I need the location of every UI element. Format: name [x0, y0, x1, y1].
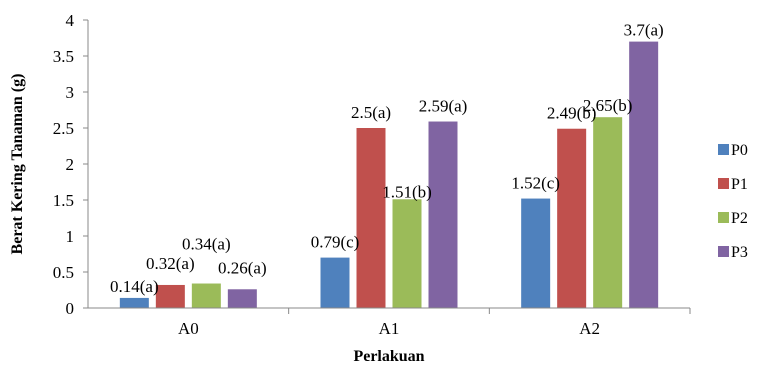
y-axis-ticks: 0 0.5 1 1.5 2 2.5 3 3.5 4 [53, 11, 88, 318]
y-axis-title: Berat Kering Tanaman (g) [9, 74, 26, 255]
y-tick-label: 1.5 [53, 191, 74, 210]
y-tick-label: 0.5 [53, 263, 74, 282]
x-axis-title: Perlakuan [353, 348, 424, 365]
bar-p0-a0 [119, 297, 149, 308]
legend-swatch-p3 [718, 246, 729, 257]
x-tick-label: A0 [178, 319, 199, 338]
data-label: 0.34(a) [182, 235, 231, 254]
x-tick-label: A1 [379, 319, 400, 338]
legend-swatch-p1 [718, 178, 729, 189]
legend-label-p0: P0 [731, 142, 748, 159]
x-axis-ticks: A0 A1 A2 [178, 308, 691, 338]
y-tick-label: 4 [66, 11, 75, 30]
data-label: 0.26(a) [218, 258, 267, 277]
data-label: 0.14(a) [110, 277, 159, 296]
y-tick-label: 1 [66, 227, 75, 246]
data-label: 2.5(a) [351, 103, 391, 122]
bar-p1-a2 [557, 128, 587, 308]
data-label: 2.59(a) [419, 97, 468, 116]
bar-p1-a1 [356, 128, 386, 308]
legend-label-p3: P3 [731, 244, 748, 261]
y-tick-label: 2 [66, 155, 75, 174]
bar-p0-a1 [320, 257, 350, 308]
y-tick-label: 0 [66, 299, 75, 318]
legend: P0 P1 P2 P3 [718, 142, 748, 261]
bar-p1-a0 [155, 284, 185, 308]
legend-label-p1: P1 [731, 176, 748, 193]
legend-swatch-p2 [718, 212, 729, 223]
bar-p3-a0 [227, 289, 257, 308]
bar-p2-a2 [593, 117, 623, 308]
bar-p2-a1 [392, 199, 422, 308]
data-label: 3.7(a) [624, 21, 664, 40]
x-tick-label: A2 [579, 319, 600, 338]
data-label: 1.52(c) [511, 174, 560, 193]
y-tick-label: 3 [66, 83, 75, 102]
y-tick-label: 3.5 [53, 47, 74, 66]
data-label: 0.32(a) [146, 254, 195, 273]
bar-p3-a1 [428, 121, 458, 309]
data-labels: 0.14(a) 0.32(a)0.34(a) 0.26(a) 0.79(c) 2.5(a… [110, 21, 664, 296]
bar-p2-a0 [191, 283, 221, 308]
data-label: 2.65(b) [583, 96, 633, 115]
bar-p3-a2 [629, 41, 659, 308]
legend-label-p2: P2 [731, 210, 748, 227]
data-label: 2.49(b) [547, 104, 597, 123]
bars [119, 41, 659, 309]
data-label: 0.79(c) [311, 233, 360, 252]
bar-p0-a2 [521, 198, 551, 308]
legend-swatch-p0 [718, 144, 729, 155]
data-label: 1.51(b) [382, 182, 432, 201]
y-tick-label: 2.5 [53, 119, 74, 138]
